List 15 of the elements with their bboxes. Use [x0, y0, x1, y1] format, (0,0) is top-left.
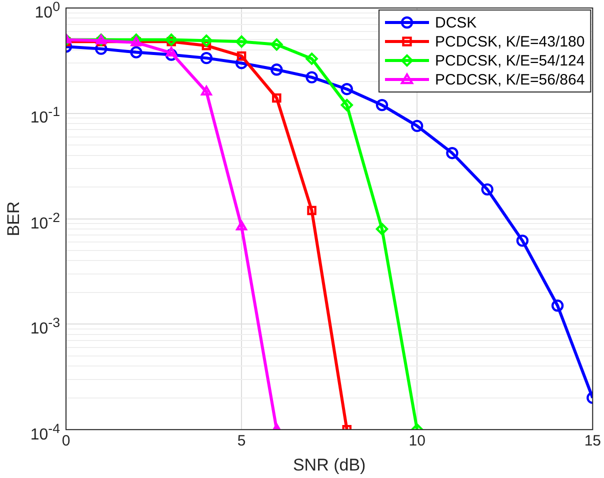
legend-label: DCSK — [434, 14, 477, 32]
x-tick-label: 10 — [408, 432, 426, 450]
x-tick-label: 15 — [584, 432, 601, 450]
y-tick-label: 10$^{-4}$ — [30, 420, 60, 445]
legend-label: PCDCSK, K/E=54/124 — [434, 52, 585, 70]
y-tick-label: 10$^{-3}$ — [30, 314, 60, 340]
y-tick-label: 10$^{-2}$ — [30, 208, 60, 234]
legend-label: PCDCSK, K/E=43/180 — [434, 34, 585, 51]
y-axis-title: BER — [4, 201, 23, 236]
y-tick-label: 10$^{-1}$ — [30, 103, 60, 129]
x-axis-title: SNR (dB) — [292, 455, 366, 474]
x-tick-label: 0 — [62, 432, 70, 450]
legend-label: PCDCSK, K/E=56/864 — [434, 72, 585, 89]
y-tick-label: 10$^{0}$ — [34, 0, 60, 24]
x-tick-label: 5 — [237, 432, 246, 450]
